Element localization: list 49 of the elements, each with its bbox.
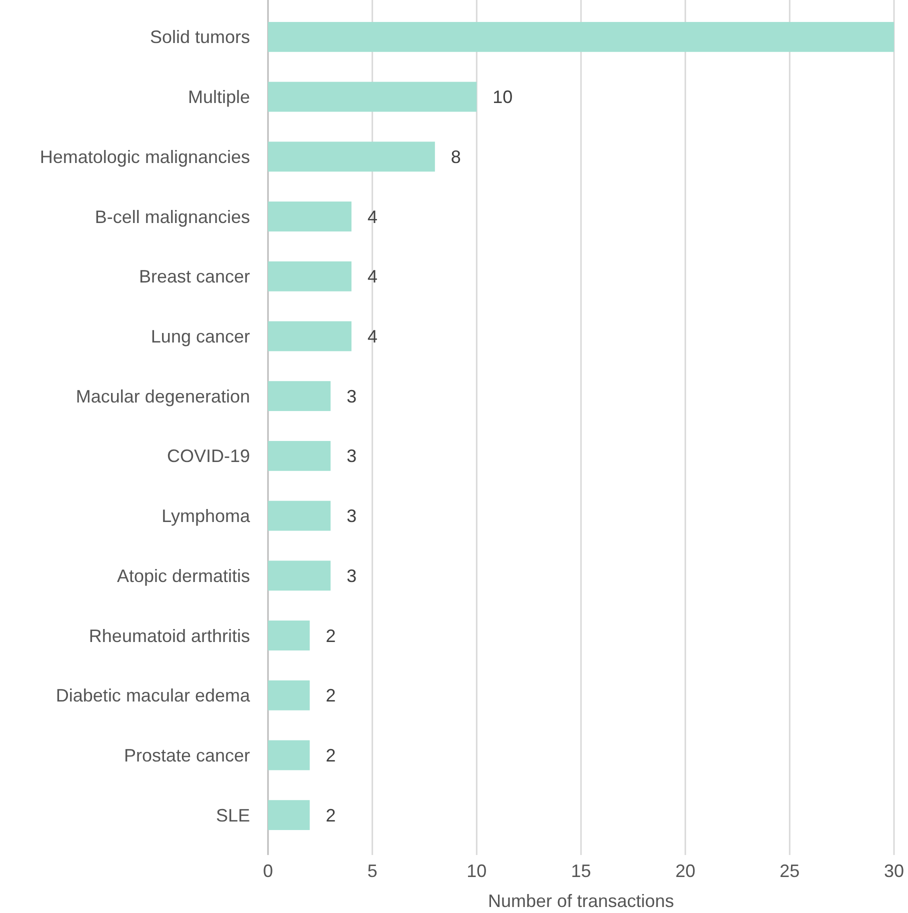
y-tick-label: Multiple bbox=[188, 87, 250, 108]
x-tick-label: 5 bbox=[367, 861, 378, 881]
data-label: 4 bbox=[367, 266, 378, 287]
data-label: 10 bbox=[492, 87, 513, 108]
data-label: 8 bbox=[450, 146, 461, 167]
y-tick-label: Diabetic macular edema bbox=[56, 686, 251, 706]
data-label: 4 bbox=[367, 206, 378, 227]
bar bbox=[268, 560, 331, 591]
y-tick-label: Atopic dermatitis bbox=[116, 566, 250, 586]
data-label: 3 bbox=[346, 386, 357, 406]
x-tick-label: 30 bbox=[884, 861, 904, 881]
data-label: 2 bbox=[326, 626, 336, 646]
x-axis-title: Number of transactions bbox=[488, 891, 674, 911]
data-label: 3 bbox=[346, 506, 357, 526]
y-tick-label: Lung cancer bbox=[150, 326, 250, 347]
x-tick-label: 20 bbox=[675, 861, 696, 881]
data-label: 4 bbox=[367, 326, 378, 347]
y-tick-label: Rheumatoid arthritis bbox=[88, 626, 250, 646]
bar bbox=[268, 740, 310, 770]
data-label: 3 bbox=[346, 446, 357, 466]
bar bbox=[268, 142, 435, 172]
bar bbox=[268, 800, 310, 830]
bar bbox=[268, 680, 310, 710]
data-label: 3 bbox=[346, 566, 357, 586]
bar bbox=[268, 202, 352, 232]
y-tick-label: Hematologic malignancies bbox=[40, 146, 250, 167]
bar bbox=[268, 82, 477, 112]
bar bbox=[268, 321, 352, 352]
y-tick-label: Prostate cancer bbox=[124, 746, 250, 766]
x-tick-label: 25 bbox=[780, 861, 800, 881]
data-label: 2 bbox=[326, 805, 336, 826]
bar bbox=[268, 261, 352, 292]
bar bbox=[268, 440, 331, 471]
x-tick-label: 0 bbox=[262, 861, 274, 881]
bar bbox=[268, 500, 331, 531]
y-tick-label: Macular degeneration bbox=[76, 386, 250, 406]
x-tick-label: 10 bbox=[466, 861, 487, 881]
y-tick-label: Lymphoma bbox=[162, 506, 251, 526]
x-tick-label: 15 bbox=[570, 861, 592, 881]
y-tick-label: COVID-19 bbox=[166, 446, 250, 466]
y-tick-label: Breast cancer bbox=[138, 266, 250, 287]
data-label: 2 bbox=[326, 746, 336, 766]
bar bbox=[268, 620, 310, 650]
y-tick-label: SLE bbox=[216, 805, 250, 826]
y-tick-label: B-cell malignancies bbox=[94, 206, 250, 227]
bar bbox=[268, 381, 331, 412]
bar bbox=[268, 22, 894, 52]
y-tick-label: Solid tumors bbox=[150, 27, 250, 48]
data-label: 2 bbox=[326, 686, 336, 706]
